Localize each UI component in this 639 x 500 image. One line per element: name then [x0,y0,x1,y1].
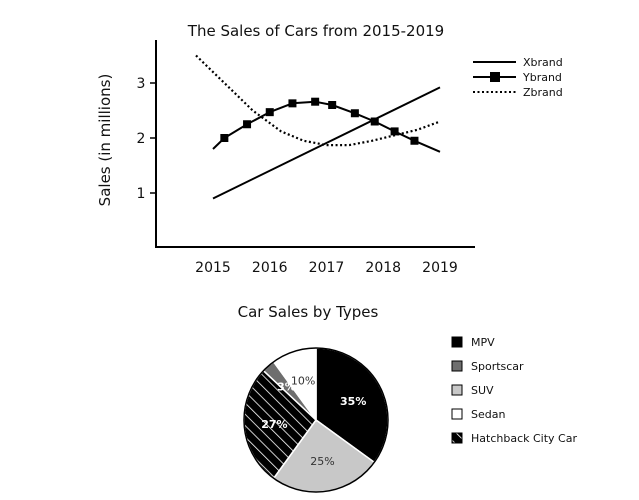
pie-legend-swatch-suv [451,384,463,396]
pie-legend-swatch-sedan [451,408,463,420]
series-marker-ybrand [220,134,229,142]
y-tick-label: 2 [137,131,146,147]
pie-legend-swatch-sportscar [451,360,463,372]
x-axis-ticks: 2015 2016 2017 2018 2019 [195,260,458,276]
pie-label-mpv: 35% [340,395,366,408]
series-marker-ybrand [265,108,274,117]
line-chart-legend: Xbrand Ybrand Zbrand [473,56,563,99]
series-marker-ybrand [328,101,337,109]
legend-marker-ybrand [490,72,500,82]
legend-label-zbrand: Zbrand [523,86,563,99]
series-marker-ybrand [370,117,379,126]
y-axis-label: Sales (in millions) [96,74,114,207]
pie-slices [243,347,389,493]
series-layer [195,54,441,200]
line-chart-title: The Sales of Cars from 2015-2019 [187,22,444,40]
x-tick-label: 2016 [252,260,288,276]
pie-legend-label-suv: SUV [471,384,494,397]
series-marker-ybrand [390,127,399,136]
pie-legend-swatch-hatchback-city-car [451,432,463,444]
pie-slice-labels: 35% 25% 27% 3%10% [261,374,366,468]
series-marker-ybrand [410,136,419,145]
series-marker-ybrand [311,97,320,106]
pie-chart-title: Car Sales by Types [238,303,379,321]
pie-legend-label-mpv: MPV [471,336,495,349]
pie-legend-label-hatchback-city-car: Hatchback City Car [471,432,577,445]
series-line-xbrand [212,86,441,200]
y-axis-ticks: 1 2 3 [137,76,156,202]
pie-label-sedan: 10% [291,374,315,387]
pie-label-suv: 25% [310,455,334,468]
series-marker-ybrand [350,109,359,118]
pie-outline [243,347,389,493]
y-tick-label: 1 [137,186,146,202]
legend-label-ybrand: Ybrand [522,71,562,84]
pie-chart-legend: MPV Sportscar SUV Sedan Hatchback City Car [451,336,577,445]
series-marker-ybrand [243,120,252,129]
pie-legend-label-sedan: Sedan [471,408,505,421]
x-tick-label: 2019 [422,260,458,276]
pie-label-sportscar: 3% [277,381,296,394]
x-tick-label: 2018 [365,260,401,276]
series-marker-ybrand [288,99,297,108]
pie-chart: Car Sales by Types 35% 25% 27% 3%10% MPV Spo… [238,303,577,493]
line-chart: The Sales of Cars from 2015-2019 Sales (… [96,22,563,276]
pie-label-hatchback-city-car: 27% [261,418,287,431]
y-tick-label: 3 [137,76,146,92]
pie-legend-swatch-mpv [451,336,463,348]
x-tick-label: 2015 [195,260,231,276]
pie-legend-label-sportscar: Sportscar [471,360,524,373]
x-tick-label: 2017 [309,260,345,276]
legend-label-xbrand: Xbrand [523,56,563,69]
series-line-zbrand [195,54,441,147]
